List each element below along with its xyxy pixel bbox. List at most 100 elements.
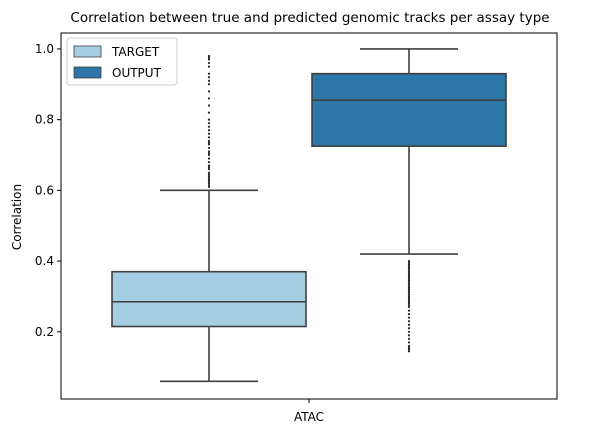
outlier-point (407, 259, 411, 263)
outlier-point (207, 132, 211, 135)
outlier-point (407, 298, 411, 302)
y-tick-label: 1.0 (35, 42, 54, 56)
outlier-point (407, 309, 411, 312)
outlier-point (207, 111, 211, 114)
outlier-point (207, 153, 211, 157)
outlier-point (207, 185, 211, 188)
outlier-point (407, 261, 411, 264)
outlier-point (407, 316, 411, 319)
outlier-point (407, 275, 411, 279)
outlier-point (207, 139, 211, 142)
outlier-point (407, 323, 411, 326)
outlier-point (207, 97, 211, 100)
box-group-output (311, 48, 507, 353)
outlier-point (207, 56, 211, 59)
legend-label-output: OUTPUT (112, 66, 162, 80)
outlier-point (207, 178, 211, 181)
outlier-point (207, 83, 211, 86)
y-tick-label: 0.8 (35, 113, 54, 127)
outlier-point (207, 65, 211, 68)
outlier-point (407, 291, 411, 295)
outlier-point (207, 72, 211, 75)
outlier-point (207, 122, 211, 125)
outlier-point (207, 173, 211, 176)
outlier-point (407, 277, 411, 280)
outlier-point (207, 58, 211, 61)
outlier-point (407, 274, 411, 277)
outlier-point (407, 270, 411, 273)
outlier-point (207, 164, 211, 167)
outlier-point (407, 268, 411, 272)
outlier-point (407, 284, 411, 287)
outlier-point (407, 281, 411, 284)
outlier-point (407, 302, 411, 305)
outlier-point (407, 300, 411, 303)
legend-swatch-output (73, 66, 102, 79)
outlier-point (207, 183, 211, 187)
outlier-point (407, 286, 411, 289)
outlier-point (207, 168, 211, 171)
outlier-point (407, 282, 411, 286)
outlier-point (207, 180, 211, 183)
outlier-point (207, 160, 211, 164)
outlier-point (407, 293, 411, 296)
outlier-point (207, 76, 211, 79)
outlier-point (407, 344, 411, 348)
outlier-point (407, 290, 411, 293)
box-group-target (111, 54, 307, 383)
outlier-point (407, 341, 411, 344)
outlier-point (207, 171, 211, 174)
legend-label-target: TARGET (111, 45, 160, 59)
outlier-point (207, 146, 211, 150)
outlier-point (407, 327, 411, 330)
outlier-point (407, 288, 411, 291)
outlier-point (407, 320, 411, 323)
outlier-point (407, 295, 411, 298)
outlier-point (207, 175, 211, 178)
outlier-point (407, 350, 411, 353)
outlier-point (407, 337, 411, 340)
x-tick-label-atac: ATAC (294, 410, 324, 424)
outlier-point (407, 279, 411, 282)
outlier-point (207, 79, 211, 82)
outlier-point (207, 141, 211, 144)
legend-swatch-target (73, 45, 102, 58)
outlier-point (407, 346, 411, 349)
outlier-point (207, 118, 211, 121)
outlier-point (407, 334, 411, 337)
outlier-point (407, 297, 411, 300)
outlier-point (207, 61, 211, 65)
outlier-point (407, 263, 411, 266)
axes-frame (60, 32, 558, 400)
outlier-point (407, 272, 411, 275)
legend: TARGET OUTPUT (66, 37, 178, 86)
outlier-point (407, 265, 411, 268)
outlier-point (407, 330, 411, 333)
outlier-point (207, 54, 211, 58)
plot-area: 0.2 0.4 0.6 0.8 1.0 (35, 32, 558, 403)
outlier-point (207, 176, 211, 180)
outlier-point (407, 267, 411, 270)
y-tick-label: 0.4 (35, 254, 54, 268)
outlier-point (207, 125, 211, 128)
outlier-point (207, 90, 211, 93)
outlier-point (407, 313, 411, 316)
outlier-point (207, 157, 211, 160)
outlier-point (207, 182, 211, 185)
y-axis-label: Correlation (10, 184, 24, 250)
outlier-point (407, 348, 411, 351)
outlier-point (207, 166, 211, 169)
outlier-point (207, 136, 211, 139)
outlier-point (207, 143, 211, 146)
box-output (311, 72, 507, 147)
box-target (111, 270, 307, 328)
outlier-point (407, 305, 411, 309)
y-tick-label: 0.2 (35, 325, 54, 339)
outlier-point (207, 150, 211, 153)
outlier-point (207, 129, 211, 132)
outlier-point (407, 304, 411, 307)
y-tick-label: 0.6 (35, 183, 54, 197)
outlier-point (207, 152, 211, 155)
outlier-point (207, 104, 211, 107)
